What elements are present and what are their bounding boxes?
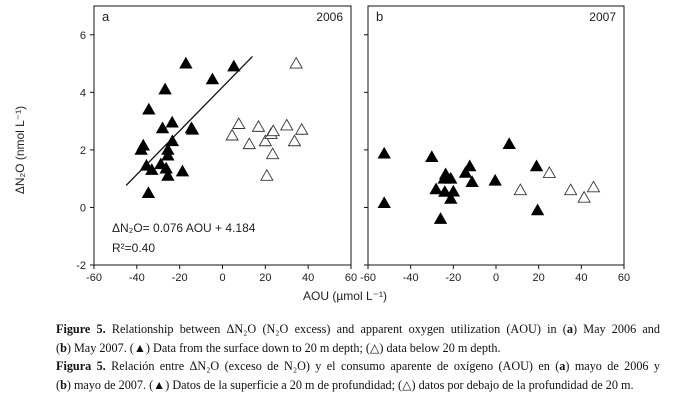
filled-triangle-point	[502, 137, 516, 150]
caption-line: Figure 5. Relationship between ΔN₂O (N₂O…	[56, 320, 660, 339]
caption-line: (b) May 2007. (▲) Data from the surface …	[56, 339, 660, 358]
y-tick-label: 6	[80, 30, 86, 42]
filled-triangle-point	[161, 148, 175, 161]
x-tick-label: 60	[345, 272, 357, 284]
y-tick-label: 2	[80, 145, 86, 157]
filled-triangle-point	[185, 122, 200, 135]
x-tick-label: 0	[493, 272, 499, 284]
filled-triangle-point	[444, 192, 458, 204]
caption-text: ) mayo de 2007. (▲) Datos de la superfic…	[66, 377, 634, 392]
open-triangle-point	[232, 117, 246, 129]
caption-bold-text: Figure 5.	[56, 322, 106, 336]
filled-triangle-point	[429, 182, 443, 195]
regression-equation: ΔN₂O= 0.076 AOU + 4.184	[112, 221, 256, 235]
open-triangle-point	[266, 124, 281, 137]
x-tick-label: -40	[403, 272, 419, 284]
x-tick-label: 40	[302, 272, 314, 284]
filled-triangle-point	[175, 164, 190, 177]
x-tick-label: 40	[575, 272, 587, 284]
filled-triangle-point	[161, 168, 175, 181]
filled-triangle-point	[165, 134, 180, 147]
open-triangle-point	[586, 180, 601, 193]
y-tick-label: 0	[80, 202, 86, 214]
open-triangle-point	[242, 137, 257, 150]
open-triangle-point	[289, 56, 303, 69]
filled-triangle-point	[377, 196, 391, 209]
x-tick-label: 20	[533, 272, 545, 284]
filled-triangle-point	[463, 159, 477, 172]
x-tick-label: -40	[129, 272, 145, 284]
filled-triangle-point	[155, 121, 170, 134]
panel-label: a	[102, 9, 110, 24]
x-tick-label: 60	[618, 272, 630, 284]
filled-triangle-point	[142, 102, 156, 115]
y-axis-label: ΔN₂O (nmol L⁻¹)	[13, 106, 27, 194]
filled-triangle-point	[529, 159, 544, 172]
filled-triangle-point	[438, 185, 452, 197]
caption-bold-text: Figura 5.	[56, 359, 106, 373]
filled-triangle-point	[205, 72, 220, 85]
panel-label: b	[376, 9, 383, 24]
x-tick-label: 20	[259, 272, 271, 284]
caption-bold-text: b	[60, 377, 67, 392]
filled-triangle-point	[145, 163, 159, 175]
filled-triangle-point	[530, 203, 545, 216]
open-triangle-point	[265, 147, 280, 160]
figure-caption: Figure 5. Relationship between ΔN₂O (N₂O…	[56, 320, 660, 394]
open-triangle-point	[577, 190, 591, 203]
open-triangle-point	[563, 183, 578, 196]
filled-triangle-point	[425, 150, 439, 162]
filled-triangle-point	[433, 212, 448, 224]
open-triangle-point	[260, 168, 274, 181]
x-tick-label: -20	[172, 272, 188, 284]
open-triangle-point	[225, 128, 239, 141]
filled-triangle-point	[141, 186, 156, 198]
caption-text: Relationship between ΔN₂O (N₂O excess) a…	[105, 322, 567, 336]
open-triangle-point	[513, 183, 528, 196]
open-triangle-point	[279, 118, 294, 131]
caption-text: (	[56, 340, 61, 355]
filled-triangle-point	[165, 115, 179, 128]
open-triangle-point	[294, 122, 309, 135]
caption-bold-text: a	[566, 322, 573, 336]
filled-triangle-point	[458, 166, 473, 178]
caption-bold-text: a	[559, 359, 566, 373]
x-tick-label: -60	[86, 272, 102, 284]
year-label: 2006	[316, 10, 343, 24]
filled-triangle-point	[134, 143, 148, 155]
plot-frame	[367, 5, 625, 266]
caption-text: (	[56, 377, 61, 392]
x-axis-label: AOU (µmol L⁻¹)	[303, 289, 387, 303]
caption-text: ) mayo de 2006 y	[565, 359, 660, 373]
y-tick-label: 4	[80, 87, 86, 99]
caption-text: ) May 2006 and	[572, 322, 660, 336]
caption-line: Figura 5. Relación entre ΔN₂O (exceso de…	[56, 357, 660, 376]
open-triangle-point	[251, 119, 266, 132]
open-triangle-point	[258, 134, 273, 147]
filled-triangle-point	[444, 171, 458, 184]
y-tick-label: -2	[76, 260, 86, 272]
x-tick-label: 0	[219, 272, 225, 284]
open-triangle-point	[542, 166, 557, 178]
x-tick-label: -60	[360, 272, 376, 284]
filled-triangle-point	[488, 173, 502, 186]
caption-bold-text: b	[60, 340, 67, 355]
r-squared: R²=0.40	[112, 241, 155, 255]
filled-triangle-point	[158, 82, 172, 95]
filled-triangle-point	[446, 184, 461, 197]
panel-b: -60 -40 -20 0 20 40 60 b 2007	[360, 5, 630, 284]
filled-triangle-point	[377, 146, 391, 159]
caption-line: (b) mayo de 2007. (▲) Datos de la superf…	[56, 376, 660, 395]
year-label: 2007	[589, 10, 616, 24]
open-triangle-point	[287, 134, 302, 147]
caption-text: Relación entre ΔN₂O (exceso de N₂O) y el…	[105, 359, 560, 373]
caption-text: ) May 2007. (▲) Data from the surface do…	[66, 340, 501, 355]
filled-triangle-point	[465, 175, 479, 188]
x-tick-label: -20	[445, 272, 461, 284]
filled-triangle-point	[179, 56, 193, 69]
filled-triangle-point	[227, 59, 241, 72]
